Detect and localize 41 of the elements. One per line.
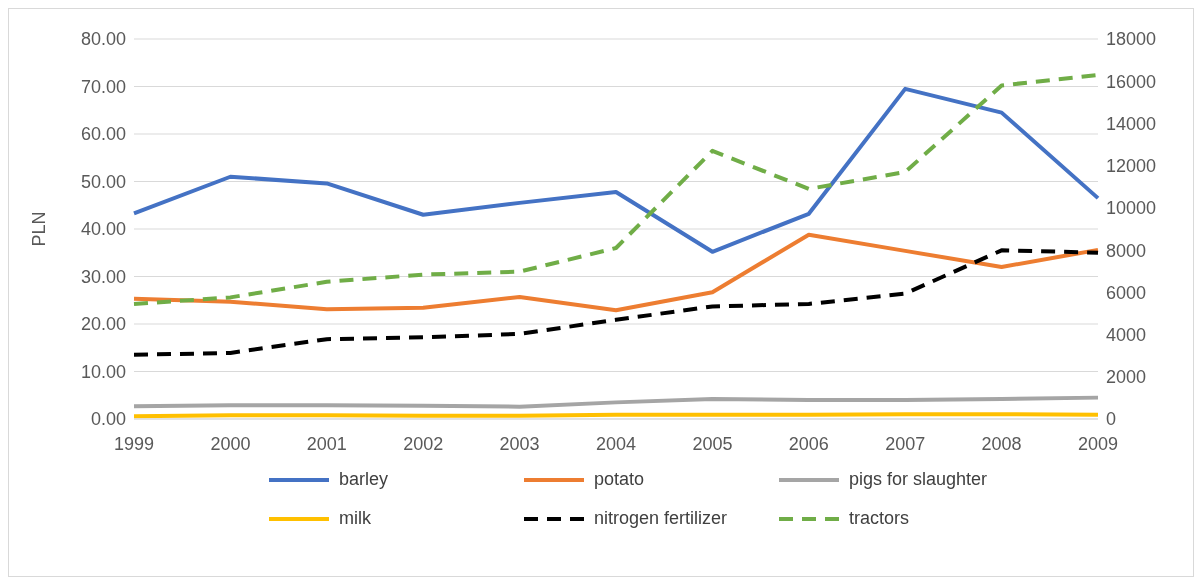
- x-tick-label: 1999: [113, 433, 155, 454]
- legend-label: tractors: [849, 508, 910, 529]
- line-series: [132, 248, 1100, 357]
- y-tick-label: 70.00: [80, 76, 126, 97]
- y-axis-title: PLN: [29, 211, 50, 247]
- y-tick-label: 10.00: [80, 361, 126, 382]
- legend-label: milk: [339, 508, 371, 529]
- legend-label: barley: [339, 469, 389, 490]
- x-tick-label: 2007: [885, 433, 926, 454]
- x-tick-label: 2002: [403, 433, 444, 454]
- y2-tick-label: 10000: [1106, 198, 1157, 219]
- y2-tick-label: 8000: [1106, 240, 1147, 261]
- y2-tick-label: 16000: [1106, 71, 1157, 92]
- x-tick-label: 2006: [788, 433, 829, 454]
- y2-tick-label: 4000: [1106, 324, 1147, 345]
- y2-tick-label: 6000: [1106, 282, 1147, 303]
- y2-tick-label: 14000: [1106, 113, 1157, 134]
- y2-tick-label: 2000: [1106, 367, 1147, 388]
- x-tick-label: 2009: [1077, 433, 1119, 454]
- y-tick-label: 50.00: [80, 171, 126, 192]
- x-tick-label: 2005: [692, 433, 733, 454]
- y-tick-label: 20.00: [80, 314, 126, 335]
- line-series: [132, 86, 1100, 254]
- y2-tick-label: 18000: [1106, 29, 1157, 50]
- y-tick-label: 80.00: [80, 29, 126, 50]
- x-tick-label: 2000: [210, 433, 251, 454]
- x-tick-label: 2003: [499, 433, 540, 454]
- line-series: [132, 232, 1100, 313]
- legend-label: potato: [594, 469, 645, 490]
- x-tick-label: 2004: [595, 433, 637, 454]
- y2-tick-label: 0: [1106, 409, 1117, 430]
- y-tick-label: 40.00: [80, 219, 126, 240]
- legend-label: nitrogen fertilizer: [594, 508, 728, 529]
- legend-label: pigs for slaughter: [849, 469, 988, 490]
- x-tick-label: 2001: [306, 433, 347, 454]
- y-tick-label: 30.00: [80, 266, 126, 287]
- line-series: [132, 395, 1100, 409]
- y-tick-label: 0.00: [90, 409, 126, 430]
- y-tick-label: 60.00: [80, 124, 126, 145]
- x-tick-label: 2008: [981, 433, 1022, 454]
- y2-tick-label: 12000: [1106, 156, 1157, 177]
